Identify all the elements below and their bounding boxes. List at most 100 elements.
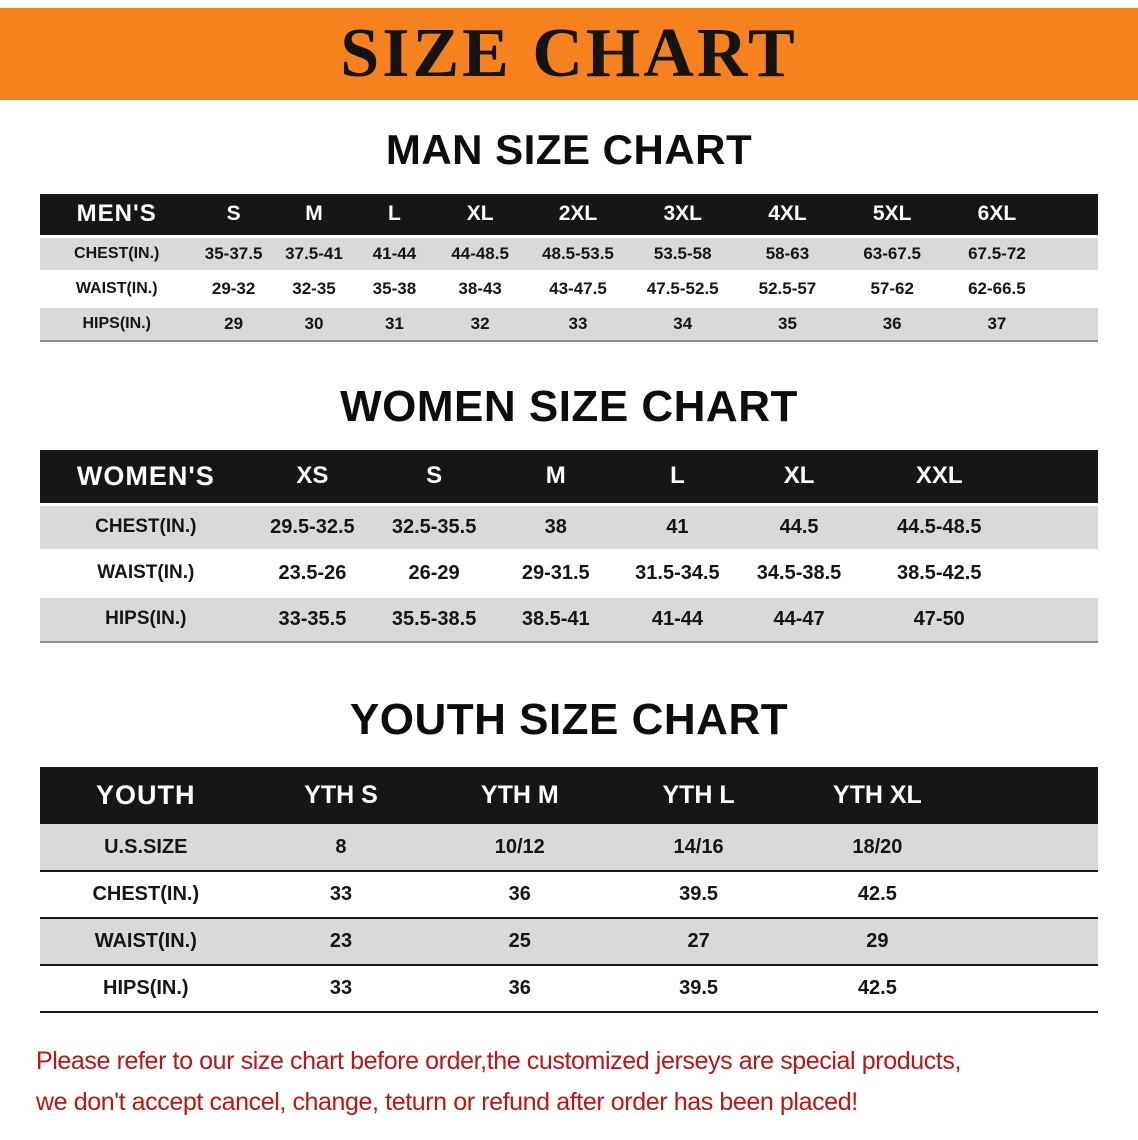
size-column-header: L — [670, 462, 685, 490]
men-heading: MAN SIZE CHART — [385, 126, 753, 173]
size-value-cell: 23.5-26 — [278, 561, 347, 584]
spacer-cell — [1049, 194, 1098, 236]
spacer-cell — [1019, 550, 1098, 596]
size-value-cell: 37.5-41 — [285, 243, 343, 263]
size-value-cell: 29 — [224, 313, 244, 333]
spacer-cell — [1019, 450, 1098, 504]
size-column-header: S — [226, 202, 241, 226]
women-chest-row: CHEST(IN.) 29.5-32.5 32.5-35.5 38 41 44.… — [40, 504, 1098, 550]
size-value-cell: 32.5-35.5 — [391, 515, 477, 538]
size-value-cell: 32 — [470, 313, 490, 333]
size-column-header: 4XL — [768, 202, 807, 226]
size-value-cell: 31.5-34.5 — [635, 561, 720, 584]
disclaimer-note: Please refer to our size chart before or… — [36, 1041, 1102, 1122]
size-value-cell: 44-47 — [773, 607, 825, 630]
size-column-header: XL — [783, 462, 815, 490]
size-column-header: 6XL — [977, 202, 1017, 226]
size-value-cell: 8 — [335, 835, 347, 858]
size-column-header: YTH M — [480, 781, 559, 809]
disclaimer-line-2: we don't accept cancel, change, teturn o… — [36, 1087, 858, 1116]
spacer-cell — [1019, 596, 1098, 642]
youth-ussize-row: U.S.SIZE 8 10/12 14/16 18/20 — [40, 824, 1098, 871]
size-value-cell: 29.5-32.5 — [270, 515, 355, 538]
men-section: MAN SIZE CHART MEN'S S M L XL 2XL 3XL 4X… — [0, 126, 1138, 342]
spacer-cell — [967, 824, 1098, 871]
disclaimer-line-1: Please refer to our size chart before or… — [36, 1047, 961, 1075]
size-column-header: S — [426, 462, 443, 490]
size-value-cell: 29-32 — [211, 278, 256, 298]
size-value-cell: 29 — [866, 930, 889, 952]
size-value-cell: 38-43 — [458, 278, 502, 298]
banner: SIZE CHART — [0, 8, 1138, 100]
size-value-cell: 35 — [777, 313, 797, 333]
men-size-table: MEN'S S M L XL 2XL 3XL 4XL 5XL 6XL CHEST… — [40, 194, 1098, 342]
spacer-cell — [1049, 306, 1098, 341]
row-label-cell: HIPS(IN.) — [105, 608, 187, 630]
size-value-cell: 36 — [882, 313, 902, 333]
size-value-cell: 47-50 — [913, 607, 965, 630]
size-value-cell: 25 — [508, 930, 531, 952]
size-column-header: XXL — [915, 462, 963, 490]
size-value-cell: 29-31.5 — [521, 561, 590, 584]
size-value-cell: 31 — [384, 313, 404, 333]
size-value-cell: 32-35 — [292, 278, 336, 298]
size-value-cell: 47.5-52.5 — [646, 278, 719, 298]
spacer-cell — [1049, 271, 1098, 306]
size-value-cell: 37 — [987, 313, 1007, 333]
size-value-cell: 41-44 — [651, 607, 703, 630]
youth-heading: YOUTH SIZE CHART — [349, 695, 789, 744]
size-value-cell: 36 — [508, 883, 531, 905]
size-value-cell: 53.5-58 — [653, 243, 712, 263]
row-label-cell: CHEST(IN.) — [92, 883, 200, 905]
size-value-cell: 57-62 — [870, 278, 914, 298]
size-column-header: YTH XL — [832, 781, 922, 809]
size-column-header: YTH L — [662, 781, 735, 809]
size-value-cell: 26-29 — [408, 561, 460, 584]
size-value-cell: 41-44 — [372, 243, 417, 263]
spacer-cell — [1049, 236, 1098, 271]
spacer-cell — [967, 918, 1098, 965]
women-heading: WOMEN SIZE CHART — [340, 382, 798, 431]
size-value-cell: 38 — [544, 515, 567, 538]
youth-section: YOUTH SIZE CHART YOUTH YTH S YTH M YTH L… — [0, 695, 1138, 1013]
size-value-cell: 62-66.5 — [968, 278, 1026, 298]
size-value-cell: 44.5 — [779, 515, 819, 538]
size-value-cell: 18/20 — [852, 835, 903, 858]
row-label-cell: CHEST(IN.) — [74, 244, 160, 262]
size-value-cell: 27 — [687, 930, 710, 952]
row-label-cell: WAIST(IN.) — [75, 279, 158, 297]
youth-size-table: YOUTH YTH S YTH M YTH L YTH XL U.S.SIZE … — [40, 767, 1098, 1013]
size-value-cell: 63-67.5 — [863, 243, 922, 263]
row-label-cell: WAIST(IN.) — [94, 930, 197, 952]
row-label-cell: U.S.SIZE — [104, 835, 188, 858]
women-header-row: WOMEN'S XS S M L XL XXL — [40, 450, 1098, 504]
size-column-header: 3XL — [663, 202, 702, 226]
spacer-cell — [1019, 504, 1098, 550]
size-value-cell: 39.5 — [679, 977, 719, 999]
size-value-cell: 41 — [666, 515, 689, 538]
size-value-cell: 36 — [508, 977, 531, 999]
size-column-header: L — [388, 202, 401, 226]
size-value-cell: 48.5-53.5 — [542, 243, 614, 263]
women-section: WOMEN SIZE CHART WOMEN'S XS S M L XL XXL — [0, 382, 1138, 643]
men-waist-row: WAIST(IN.) 29-32 32-35 35-38 38-43 43-47… — [40, 271, 1098, 306]
size-value-cell: 33-35.5 — [278, 607, 347, 630]
women-hips-row: HIPS(IN.) 33-35.5 35.5-38.5 38.5-41 41-4… — [40, 596, 1098, 642]
row-label-cell: HIPS(IN.) — [103, 977, 189, 999]
size-column-header: YTH S — [304, 781, 378, 809]
size-value-cell: 42.5 — [857, 977, 897, 999]
youth-header-row: YOUTH YTH S YTH M YTH L YTH XL — [40, 767, 1098, 824]
women-group-label: WOMEN'S — [76, 460, 215, 491]
size-value-cell: 67.5-72 — [968, 243, 1026, 263]
size-column-header: M — [305, 202, 323, 226]
youth-waist-row: WAIST(IN.) 23 25 27 29 — [40, 918, 1098, 965]
size-value-cell: 35-37.5 — [204, 243, 263, 263]
size-value-cell: 14/16 — [673, 835, 724, 858]
men-group-label: MEN'S — [76, 200, 157, 228]
youth-hips-row: HIPS(IN.) 33 36 39.5 42.5 — [40, 965, 1098, 1012]
women-size-table: WOMEN'S XS S M L XL XXL CHEST(IN.) 29.5-… — [40, 450, 1098, 643]
size-value-cell: 33 — [329, 883, 353, 905]
size-value-cell: 33 — [568, 313, 588, 333]
size-column-header: 5XL — [872, 202, 912, 226]
youth-chest-row: CHEST(IN.) 33 36 39.5 42.5 — [40, 871, 1098, 918]
